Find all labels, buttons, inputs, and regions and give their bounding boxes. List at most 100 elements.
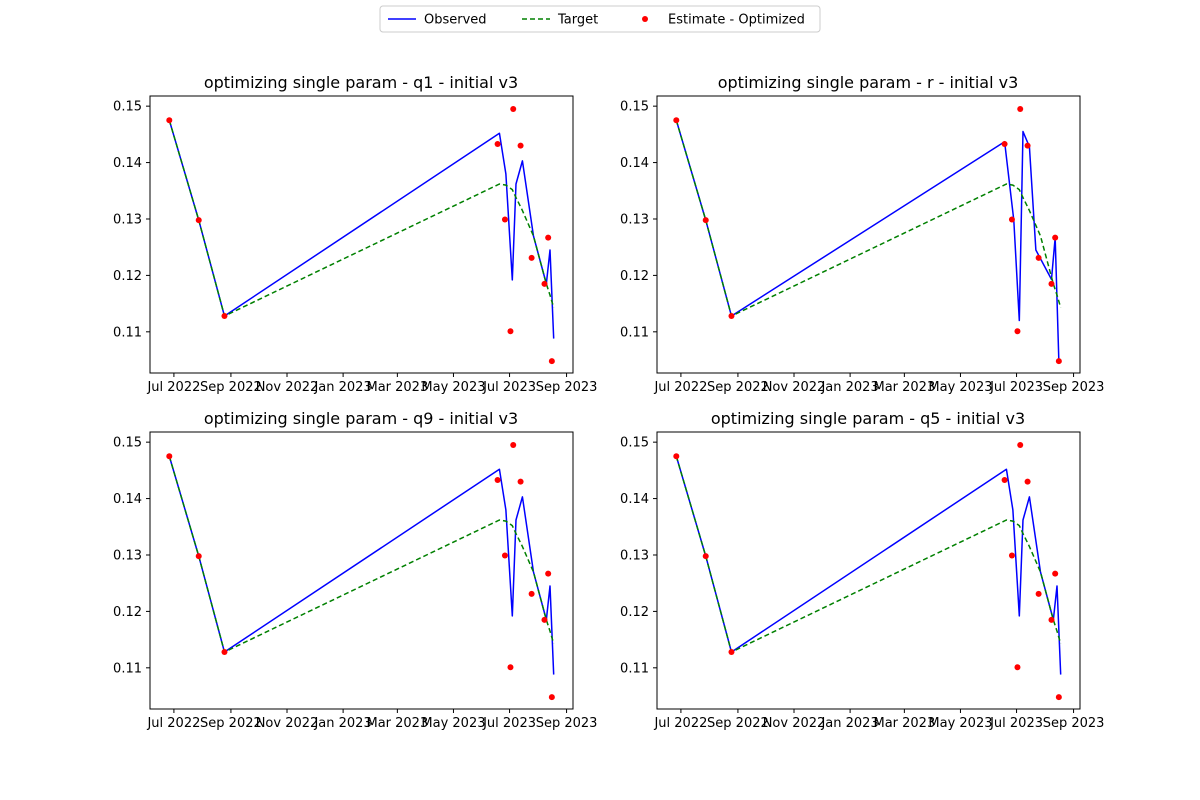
legend-estimate-swatch <box>642 16 648 22</box>
estimate-point <box>728 649 735 656</box>
estimate-point <box>528 590 535 597</box>
estimate-point <box>510 441 517 448</box>
subplot-title: optimizing single param - r - initial v3 <box>718 73 1019 92</box>
estimate-point <box>545 570 552 577</box>
x-tick-label: Sep 2023 <box>1043 716 1105 731</box>
target-line <box>168 120 555 318</box>
estimate-point <box>1052 570 1059 577</box>
y-tick-label: 0.14 <box>113 156 142 171</box>
x-tick-label: Sep 2022 <box>707 380 769 395</box>
x-tick-label: Jul 2023 <box>482 380 536 395</box>
estimate-point <box>541 280 548 287</box>
estimate-point <box>548 358 555 365</box>
x-tick-label: Jul 2022 <box>653 716 707 731</box>
x-tick-label: Mar 2023 <box>873 380 935 395</box>
subplot-q5: optimizing single param - q5 - initial v… <box>620 409 1104 731</box>
x-tick-label: Nov 2022 <box>763 716 826 731</box>
x-tick-label: Sep 2023 <box>536 716 598 731</box>
x-tick-label: Jul 2022 <box>146 716 200 731</box>
y-tick-label: 0.15 <box>620 100 649 115</box>
estimate-point <box>673 453 680 460</box>
x-tick-label: Mar 2023 <box>366 380 428 395</box>
x-tick-label: Nov 2022 <box>763 380 826 395</box>
x-tick-label: Sep 2022 <box>707 716 769 731</box>
estimate-point <box>728 313 735 320</box>
target-line <box>675 456 1062 654</box>
estimate-point <box>1055 694 1062 701</box>
x-tick-label: Jul 2023 <box>482 716 536 731</box>
estimate-point <box>507 328 514 335</box>
x-tick-label: Sep 2022 <box>200 380 262 395</box>
estimate-point <box>501 216 508 223</box>
legend-frame <box>379 5 821 33</box>
estimate-point <box>548 694 555 701</box>
y-tick-label: 0.13 <box>113 548 142 563</box>
x-tick-label: Mar 2023 <box>366 716 428 731</box>
estimate-point <box>166 117 173 124</box>
y-tick-label: 0.15 <box>113 100 142 115</box>
estimate-point <box>507 664 514 671</box>
legend: Observed Target Estimate - Optimized <box>379 5 821 33</box>
x-tick-label: Sep 2023 <box>536 380 598 395</box>
estimate-point <box>1001 476 1008 483</box>
y-tick-label: 0.14 <box>620 156 649 171</box>
x-tick-label: Nov 2022 <box>256 716 319 731</box>
y-tick-label: 0.11 <box>113 661 142 676</box>
x-tick-label: Jul 2023 <box>989 716 1043 731</box>
estimate-point <box>195 553 202 560</box>
estimate-point <box>221 313 228 320</box>
y-tick-label: 0.15 <box>620 436 649 451</box>
target-line <box>168 456 555 654</box>
x-tick-label: Mar 2023 <box>873 716 935 731</box>
axes-frame <box>656 95 1081 374</box>
estimate-point <box>1001 140 1008 147</box>
estimate-point <box>1008 216 1015 223</box>
y-tick-label: 0.11 <box>620 325 649 340</box>
x-tick-label: Sep 2022 <box>200 716 262 731</box>
x-tick-label: May 2023 <box>421 380 485 395</box>
estimate-point <box>1048 280 1055 287</box>
x-tick-label: May 2023 <box>421 716 485 731</box>
y-tick-label: 0.14 <box>113 492 142 507</box>
legend-estimate-label: Estimate - Optimized <box>668 13 805 28</box>
estimate-point <box>1035 254 1042 261</box>
estimate-point <box>501 552 508 559</box>
estimate-point <box>1017 441 1024 448</box>
x-tick-label: Jul 2022 <box>146 380 200 395</box>
estimate-point <box>1055 358 1062 365</box>
estimate-point <box>166 453 173 460</box>
estimate-point <box>517 478 524 485</box>
y-tick-label: 0.13 <box>620 212 649 227</box>
axes-frame <box>149 95 574 374</box>
y-tick-label: 0.12 <box>113 605 142 620</box>
x-tick-label: May 2023 <box>928 716 992 731</box>
x-tick-label: Nov 2022 <box>256 380 319 395</box>
axes-frame <box>656 431 1081 710</box>
estimate-point <box>1024 142 1031 149</box>
subplot-q1: optimizing single param - q1 - initial v… <box>113 73 597 395</box>
y-tick-label: 0.12 <box>620 605 649 620</box>
x-tick-label: Jan 2023 <box>820 380 878 395</box>
x-tick-label: Jul 2022 <box>653 380 707 395</box>
subplot-title: optimizing single param - q5 - initial v… <box>711 409 1025 428</box>
legend-target-label: Target <box>557 13 598 28</box>
x-tick-label: May 2023 <box>928 380 992 395</box>
y-tick-label: 0.11 <box>620 661 649 676</box>
estimate-point <box>528 254 535 261</box>
y-tick-label: 0.14 <box>620 492 649 507</box>
y-tick-label: 0.12 <box>620 269 649 284</box>
estimate-point <box>1035 590 1042 597</box>
target-line <box>675 120 1062 318</box>
estimate-point <box>1008 552 1015 559</box>
estimate-point <box>1024 478 1031 485</box>
x-tick-label: Jul 2023 <box>989 380 1043 395</box>
y-tick-label: 0.13 <box>113 212 142 227</box>
y-tick-label: 0.11 <box>113 325 142 340</box>
subplot-title: optimizing single param - q9 - initial v… <box>204 409 518 428</box>
estimate-point <box>510 105 517 112</box>
estimate-point <box>221 649 228 656</box>
